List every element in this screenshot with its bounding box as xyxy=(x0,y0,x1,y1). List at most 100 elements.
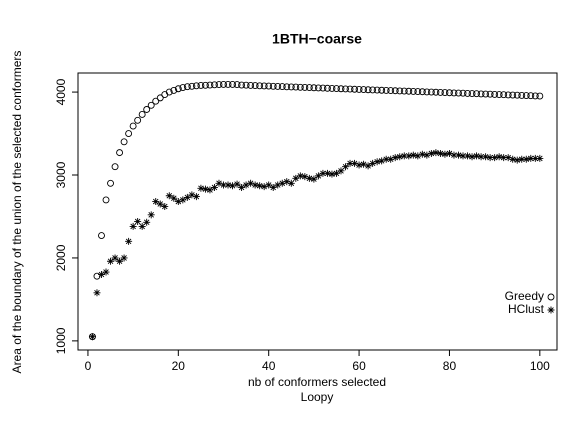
point xyxy=(418,150,426,158)
point xyxy=(233,81,241,89)
point xyxy=(319,84,327,92)
y-tick-label: 4000 xyxy=(54,78,68,105)
legend-marker xyxy=(547,306,555,314)
point xyxy=(224,181,232,189)
point xyxy=(522,155,530,163)
point xyxy=(536,92,544,100)
point xyxy=(242,81,250,89)
point xyxy=(509,91,517,99)
point xyxy=(188,82,196,90)
point xyxy=(328,84,336,92)
point xyxy=(382,155,390,163)
point xyxy=(116,149,124,157)
point xyxy=(296,172,304,180)
point xyxy=(120,254,128,262)
point xyxy=(93,289,101,297)
point xyxy=(229,80,236,88)
legend-label: HClust xyxy=(508,302,545,316)
point xyxy=(125,130,133,137)
point xyxy=(432,88,440,96)
point xyxy=(364,86,372,94)
point xyxy=(323,169,331,177)
point xyxy=(360,86,368,94)
point xyxy=(319,169,327,177)
point xyxy=(215,81,223,89)
point xyxy=(179,84,187,91)
point xyxy=(301,173,309,181)
point xyxy=(351,159,359,167)
point xyxy=(364,162,372,170)
point xyxy=(260,82,268,90)
point xyxy=(468,90,476,98)
point xyxy=(238,81,246,89)
point xyxy=(464,152,472,160)
point xyxy=(391,87,399,95)
point xyxy=(220,181,228,189)
point xyxy=(468,153,476,161)
point xyxy=(170,86,178,94)
point xyxy=(278,83,286,91)
point xyxy=(206,186,214,194)
point xyxy=(473,152,481,160)
point xyxy=(138,111,146,118)
point xyxy=(287,83,295,91)
point xyxy=(156,94,164,102)
point xyxy=(355,161,363,169)
point xyxy=(504,91,512,99)
point xyxy=(396,87,404,95)
legend-marker xyxy=(547,293,555,301)
point xyxy=(391,154,399,162)
point xyxy=(450,89,458,97)
point xyxy=(147,211,155,219)
point xyxy=(513,156,521,164)
point xyxy=(527,154,535,162)
point xyxy=(427,149,435,157)
point xyxy=(152,97,160,105)
point xyxy=(138,222,146,230)
point xyxy=(414,88,422,96)
point xyxy=(500,154,508,162)
x-tick-label: 0 xyxy=(85,359,92,373)
point xyxy=(224,80,232,88)
point xyxy=(328,170,336,178)
point xyxy=(174,198,182,206)
point xyxy=(378,86,386,94)
point xyxy=(522,92,530,100)
chart-title: 1BTH−coarse xyxy=(272,31,362,47)
legend-label: Greedy xyxy=(505,289,544,303)
point xyxy=(373,86,381,94)
y-tick-label: 1000 xyxy=(54,327,68,354)
x-axis-label: nb of conformers selected xyxy=(248,375,386,389)
point xyxy=(183,193,191,201)
point xyxy=(292,83,300,91)
point xyxy=(201,185,209,193)
y-tick-label: 2000 xyxy=(54,244,68,271)
point xyxy=(423,151,431,159)
point xyxy=(165,192,173,200)
point xyxy=(229,182,237,190)
plot-frame xyxy=(77,72,558,351)
point xyxy=(287,179,295,187)
point xyxy=(454,151,462,159)
point xyxy=(274,181,282,189)
point xyxy=(477,90,485,98)
point xyxy=(129,122,137,130)
x-tick-label: 80 xyxy=(443,359,457,373)
point xyxy=(400,87,408,95)
point xyxy=(238,183,246,191)
point xyxy=(197,184,205,192)
point xyxy=(161,91,169,99)
point xyxy=(513,91,521,99)
point xyxy=(441,150,449,158)
point xyxy=(531,92,539,100)
point xyxy=(337,167,345,175)
point xyxy=(147,101,155,109)
point xyxy=(251,82,259,90)
point xyxy=(197,81,205,89)
point xyxy=(251,181,259,189)
point xyxy=(97,271,105,279)
point xyxy=(409,151,417,159)
point xyxy=(360,160,368,168)
point xyxy=(242,181,250,189)
